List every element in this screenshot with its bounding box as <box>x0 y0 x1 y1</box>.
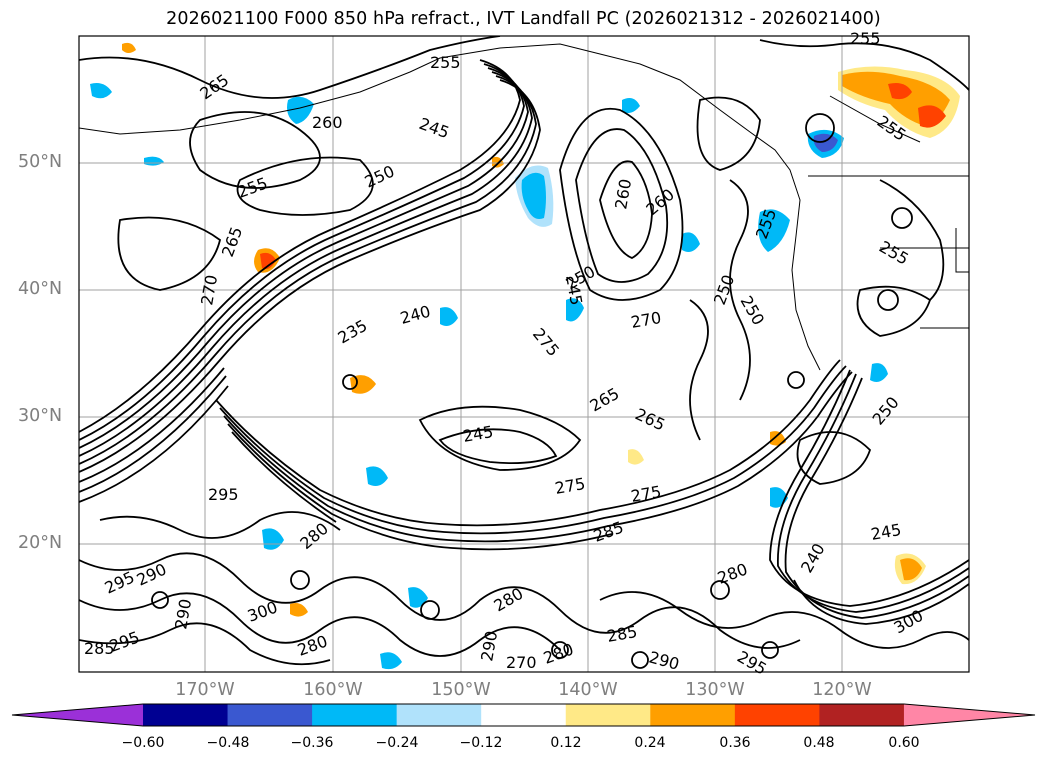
refractivity-contours <box>79 36 969 669</box>
colorbar-tick-label: −0.24 <box>375 735 419 751</box>
contour-label: 285 <box>84 639 115 658</box>
lon-label: 120°W <box>812 680 872 700</box>
colorbar-extend-high <box>903 704 1035 726</box>
colorbar <box>11 703 1036 727</box>
colorbar-tick-label: 0.24 <box>634 735 666 751</box>
contour-label: 260 <box>312 113 343 132</box>
lat-label: 20°N <box>18 533 63 553</box>
map-background <box>79 36 969 672</box>
colorbar-tick-label: 0.36 <box>719 735 751 751</box>
colorbar-tick-label: −0.60 <box>121 735 165 751</box>
lon-label: 140°W <box>558 680 618 700</box>
anomaly-shading <box>90 42 960 670</box>
lon-label: 160°W <box>303 680 363 700</box>
colorbar-tick-label: −0.12 <box>459 735 503 751</box>
colorbar-tick-label: 0.48 <box>803 735 835 751</box>
colorbar-segment <box>734 704 820 726</box>
colorbar-tick-label: −0.48 <box>206 735 250 751</box>
map-frame <box>78 35 970 673</box>
lat-label: 50°N <box>18 152 63 172</box>
lon-label: 150°W <box>431 680 491 700</box>
colorbar-extend-low <box>12 704 143 726</box>
colorbar-segment <box>312 704 398 726</box>
colorbar-tick-label: 0.60 <box>888 735 920 751</box>
lon-label: 170°W <box>175 680 235 700</box>
contour-label: 270 <box>506 653 537 672</box>
contour-label: 255 <box>850 29 881 48</box>
colorbar-segment <box>481 704 567 726</box>
colorbar-tick-label: 0.12 <box>550 735 582 751</box>
colorbar-outline <box>11 703 1036 727</box>
colorbar-segment <box>565 704 651 726</box>
lat-label: 30°N <box>18 406 63 426</box>
colorbar-tick-label: −0.36 <box>290 735 334 751</box>
coastlines <box>79 43 969 371</box>
contour-label: 255 <box>430 53 461 72</box>
colorbar-segment <box>819 704 905 726</box>
lat-label: 40°N <box>18 279 63 299</box>
colorbar-segment <box>143 704 229 726</box>
colorbar-segment <box>227 704 313 726</box>
contour-labels: 265 255 260 245 255 250 265 255 260 255 … <box>84 29 926 679</box>
contour-label: 295 <box>208 485 239 504</box>
map-panel: 265 255 260 245 255 250 265 255 260 255 … <box>78 29 970 679</box>
lon-label: 130°W <box>685 680 745 700</box>
figure-title: 2026021100 F000 850 hPa refract., IVT La… <box>166 9 881 29</box>
colorbar-segment <box>650 704 736 726</box>
colorbar-segment <box>396 704 482 726</box>
